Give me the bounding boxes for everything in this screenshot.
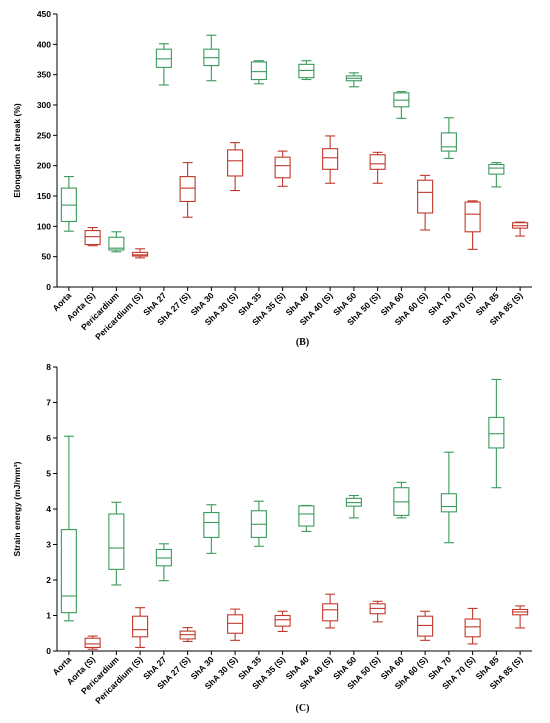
y-tick-label: 8 <box>46 362 51 372</box>
panel-label: (B) <box>296 337 309 348</box>
box-plot <box>512 605 529 629</box>
iqr-box <box>132 615 149 638</box>
iqr-box <box>488 416 505 449</box>
y-tick-label: 6 <box>46 433 51 443</box>
iqr-box <box>464 201 481 233</box>
iqr-box <box>227 614 244 634</box>
box-plot <box>417 610 434 641</box>
iqr-box <box>84 230 101 246</box>
iqr-box <box>417 179 434 214</box>
y-tick-label: 2 <box>46 575 51 585</box>
box-plot <box>298 60 315 81</box>
box-plot <box>227 608 244 641</box>
box-plot <box>322 593 339 629</box>
box-plot <box>155 543 172 582</box>
box-plot <box>369 151 386 184</box>
y-tick-label: 3 <box>46 540 51 550</box>
iqr-box <box>203 512 220 538</box>
box-plot <box>440 451 457 544</box>
box-plot <box>393 481 410 519</box>
iqr-box <box>369 154 386 170</box>
iqr-box <box>488 163 505 175</box>
y-axis-title: Elongation at break (%) <box>12 103 22 198</box>
box-plot <box>60 435 77 622</box>
box-plot <box>250 500 267 547</box>
box-plot <box>227 142 244 192</box>
box-plot <box>369 600 386 623</box>
y-tick-label: 1 <box>46 611 51 621</box>
box-plot <box>417 174 434 231</box>
box-plot <box>464 200 481 250</box>
y-tick-label: 300 <box>37 100 51 110</box>
iqr-box <box>417 615 434 637</box>
y-tick-label: 150 <box>37 191 51 201</box>
y-tick-label: 100 <box>37 221 51 231</box>
box-plot <box>322 135 339 184</box>
iqr-box <box>464 618 481 638</box>
elongation-chart: 0 50 100 150 200 250 300 350 400 450 Elongation at… <box>12 9 532 348</box>
box-plot <box>298 504 315 532</box>
iqr-box <box>108 513 125 570</box>
iqr-box <box>298 63 315 79</box>
box-plot <box>84 635 101 650</box>
iqr-box <box>440 493 457 513</box>
y-tick-label: 250 <box>37 130 51 140</box>
box-plot <box>60 176 77 232</box>
iqr-box <box>440 132 457 152</box>
iqr-box <box>84 637 101 649</box>
box-plot <box>274 610 291 633</box>
box-plot <box>179 162 196 218</box>
box-plot <box>250 60 267 85</box>
box-plot <box>488 162 505 188</box>
panel-label: (C) <box>296 703 310 714</box>
box-plot <box>179 627 196 642</box>
box-plot <box>393 91 410 119</box>
y-tick-label: 400 <box>37 39 51 49</box>
box-plot <box>488 378 505 489</box>
iqr-box <box>322 148 339 170</box>
box-plot <box>345 72 362 88</box>
iqr-box <box>250 61 267 81</box>
box-plot <box>512 221 529 237</box>
box-plot <box>345 494 362 519</box>
iqr-box <box>60 529 77 614</box>
box-plot <box>108 231 125 253</box>
iqr-box <box>274 614 291 627</box>
box-plot <box>84 226 101 247</box>
iqr-box <box>108 236 125 251</box>
iqr-box <box>132 251 149 257</box>
y-tick-label: 350 <box>37 70 51 80</box>
box-plot <box>203 504 220 554</box>
iqr-box <box>227 149 244 177</box>
box-plot <box>155 43 172 86</box>
y-tick-label: 450 <box>37 9 51 19</box>
iqr-box <box>298 505 315 527</box>
y-tick-label: 0 <box>46 282 51 292</box>
box-plot <box>203 34 220 82</box>
iqr-box <box>179 176 196 203</box>
box-plot <box>274 150 291 187</box>
y-tick-label: 4 <box>46 504 51 514</box>
y-tick-label: 0 <box>46 646 51 656</box>
iqr-box <box>322 603 339 622</box>
y-tick-label: 5 <box>46 469 51 479</box>
y-tick-label: 200 <box>37 161 51 171</box>
box-plot <box>440 117 457 159</box>
y-tick-label: 50 <box>42 252 52 262</box>
box-plot <box>464 607 481 645</box>
y-axis-title: Strain energy (mJ/mm³) <box>12 461 22 556</box>
box-plot <box>132 607 149 649</box>
y-tick-label: 7 <box>46 398 51 408</box>
iqr-box <box>155 48 172 68</box>
box-plot <box>108 501 125 586</box>
box-plot <box>132 248 149 259</box>
iqr-box <box>274 156 291 179</box>
